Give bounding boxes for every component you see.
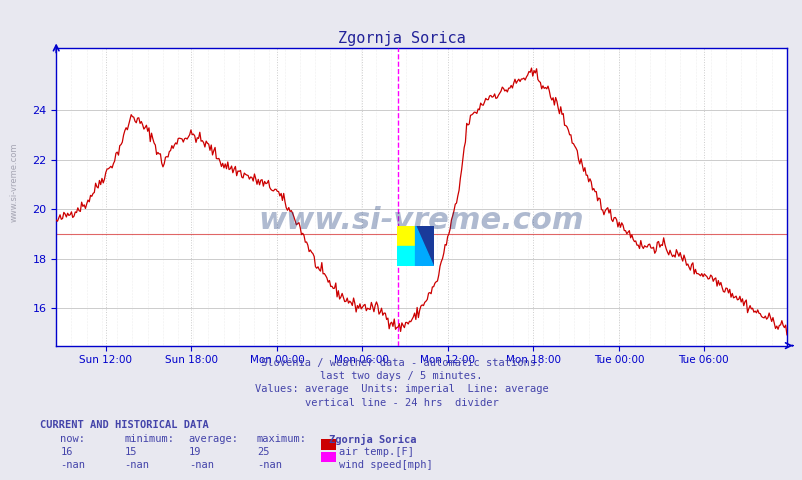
Text: www.si-vreme.com: www.si-vreme.com	[258, 206, 584, 235]
Text: average:: average:	[188, 434, 238, 444]
Text: now:: now:	[60, 434, 85, 444]
Text: Values: average  Units: imperial  Line: average: Values: average Units: imperial Line: av…	[254, 384, 548, 395]
Bar	[415, 226, 433, 266]
Bar	[397, 246, 415, 266]
Text: last two days / 5 minutes.: last two days / 5 minutes.	[320, 371, 482, 381]
Text: wind speed[mph]: wind speed[mph]	[338, 460, 432, 470]
Text: www.si-vreme.com: www.si-vreme.com	[10, 143, 18, 222]
Text: Zgornja Sorica: Zgornja Sorica	[329, 434, 416, 445]
Polygon shape	[415, 226, 433, 266]
Text: 25: 25	[257, 447, 269, 457]
Text: 19: 19	[188, 447, 201, 457]
Text: -nan: -nan	[257, 460, 282, 470]
Text: minimum:: minimum:	[124, 434, 174, 444]
Text: -nan: -nan	[188, 460, 213, 470]
Text: -nan: -nan	[60, 460, 85, 470]
Text: vertical line - 24 hrs  divider: vertical line - 24 hrs divider	[304, 398, 498, 408]
Text: -nan: -nan	[124, 460, 149, 470]
Text: CURRENT AND HISTORICAL DATA: CURRENT AND HISTORICAL DATA	[40, 420, 209, 430]
Text: maximum:: maximum:	[257, 434, 306, 444]
Bar	[397, 226, 415, 246]
Text: 16: 16	[60, 447, 73, 457]
Text: air temp.[F]: air temp.[F]	[338, 447, 413, 457]
Text: Zgornja Sorica: Zgornja Sorica	[337, 31, 465, 46]
Text: 15: 15	[124, 447, 137, 457]
Text: Slovenia / weather data - automatic stations.: Slovenia / weather data - automatic stat…	[261, 358, 541, 368]
